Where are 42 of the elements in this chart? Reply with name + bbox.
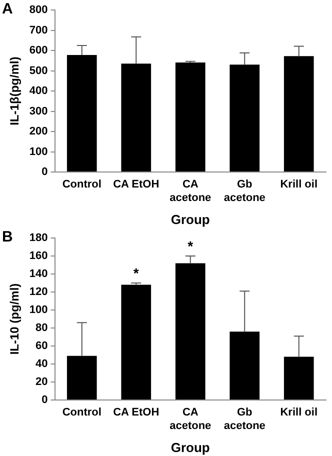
y-tick-label: 800: [29, 4, 48, 16]
y-tick-label: 600: [29, 44, 48, 57]
y-tick-label: 200: [29, 126, 48, 138]
annotation: *: [133, 264, 140, 281]
y-tick-label: 500: [29, 64, 48, 77]
y-tick-label: 300: [29, 105, 48, 118]
x-tick-label: Control: [62, 406, 102, 419]
y-axis-title: IL-1β(pg/ml): [8, 56, 22, 126]
y-tick-label: 700: [29, 24, 48, 36]
y-tick-label: 80: [36, 322, 48, 334]
chart-title: A: [2, 0, 13, 18]
bar: [121, 284, 152, 400]
y-tick-label: 100: [29, 146, 48, 158]
x-tick-label: CA EtOH: [113, 406, 160, 419]
y-tick-label: 20: [36, 376, 48, 388]
y-tick-label: 160: [29, 250, 48, 262]
bar: [66, 356, 97, 400]
y-tick-label: 0: [42, 394, 48, 406]
x-tick-label: Gb acetone: [224, 406, 266, 432]
y-axis-title: IL-10 (pg/ml): [8, 283, 22, 355]
y-tick-label: 400: [29, 85, 48, 98]
y-tick-label: 60: [36, 340, 48, 352]
x-tick-label: CA EtOH: [113, 178, 160, 191]
y-tick-label: 100: [29, 304, 48, 316]
y-tick-label: 180: [29, 232, 48, 244]
x-tick-label: Gb acetone: [224, 178, 266, 204]
y-tick-label: 120: [29, 286, 48, 298]
y-tick-label: 140: [29, 268, 48, 280]
x-tick-label: CA acetone: [170, 178, 212, 204]
x-axis-title: Group: [170, 440, 210, 455]
chart-title: B: [2, 228, 13, 246]
bar: [230, 332, 260, 400]
annotation: *: [188, 238, 194, 254]
bar: [175, 263, 206, 400]
x-tick-label: Krill oil: [280, 178, 318, 191]
y-tick-label: 40: [36, 358, 48, 370]
x-axis-title: Group: [170, 212, 210, 227]
bar: [284, 356, 314, 400]
x-tick-label: Control: [62, 178, 102, 191]
x-tick-label: Krill oil: [280, 406, 318, 419]
y-tick-label: 0: [42, 166, 48, 178]
x-tick-label: CA acetone: [170, 406, 212, 432]
